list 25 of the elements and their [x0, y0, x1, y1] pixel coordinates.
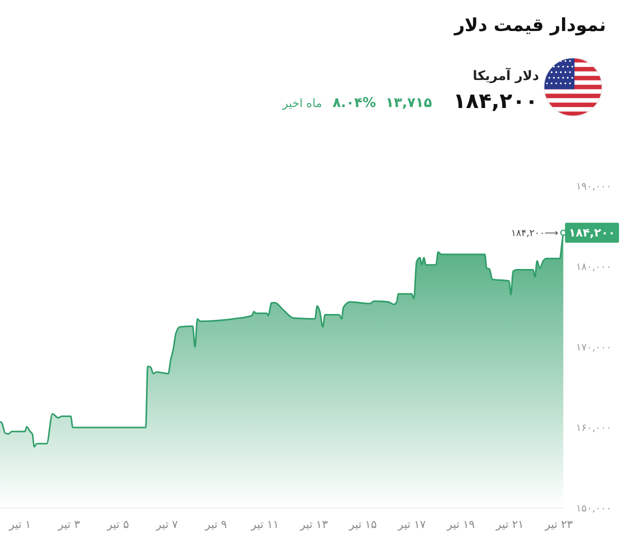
x-tick-label: ۵ تیر [106, 518, 130, 531]
x-tick-label: ۹ تیر [204, 518, 228, 531]
text: ۱۳,۷۱۵ [386, 95, 432, 111]
x-tick-label: ۲۱ تیر [495, 518, 524, 531]
x-tick-label: ۲۳ تیر [544, 518, 573, 531]
x-tick-label: ۱۳ تیر [299, 518, 328, 531]
text: ماه اخیر [282, 96, 322, 110]
y-tick-label: ۱۵۰,۰۰۰ [576, 504, 612, 514]
x-tick-label: ۱۹ تیر [446, 518, 475, 531]
annotation: ۱۸۴,۲۰۰⟶ [511, 228, 559, 240]
x-tick-label: ۱ تیر [8, 518, 32, 531]
y-tick-label: ۱۷۰,۰۰۰ [576, 342, 612, 354]
chart-title: نمودار قیمت دلار [453, 15, 606, 36]
text: ۸.۰۴% [332, 95, 376, 111]
chart-subtitle: دلار آمریکا [472, 67, 540, 84]
x-tick-label: ۳ تیر [57, 518, 80, 531]
x-tick-label: ۱۱ تیر [250, 518, 279, 531]
x-tick-label: ۱۵ تیر [348, 518, 377, 531]
y-tick-label: ۱۹۰,۰۰۰ [576, 182, 612, 192]
annotation: ۱۸۴,۲۰۰ [568, 226, 616, 240]
y-tick-label: ۱۸۰,۰۰۰ [576, 262, 612, 273]
x-tick-label: ۱۷ تیر [397, 518, 426, 531]
x-tick-label: ۷ تیر [155, 518, 178, 531]
y-tick-label: ۱۶۰,۰۰۰ [576, 423, 612, 434]
text: ۱۸۴,۲۰۰ [453, 89, 538, 113]
